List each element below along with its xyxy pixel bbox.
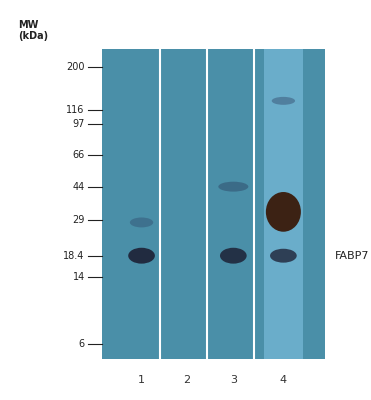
FancyBboxPatch shape [102,49,325,359]
Ellipse shape [218,182,248,192]
Text: MW
(kDa): MW (kDa) [18,20,48,41]
Text: 3: 3 [230,375,237,385]
Text: 97: 97 [72,119,85,129]
Ellipse shape [266,192,301,232]
Text: 4: 4 [280,375,287,385]
Text: 14: 14 [73,272,85,282]
Text: 6: 6 [79,340,85,350]
Text: 44: 44 [73,182,85,192]
Text: 29: 29 [72,215,85,225]
Text: 18.4: 18.4 [63,251,85,261]
Ellipse shape [272,97,295,105]
Ellipse shape [220,248,247,264]
Text: 2: 2 [183,375,190,385]
Text: 1: 1 [138,375,145,385]
Text: 200: 200 [66,62,85,72]
Ellipse shape [128,248,155,264]
Text: FABP7: FABP7 [335,251,370,261]
Text: 66: 66 [73,150,85,160]
Text: 116: 116 [66,105,85,115]
Ellipse shape [130,218,153,228]
Ellipse shape [270,249,297,263]
FancyBboxPatch shape [264,49,303,359]
